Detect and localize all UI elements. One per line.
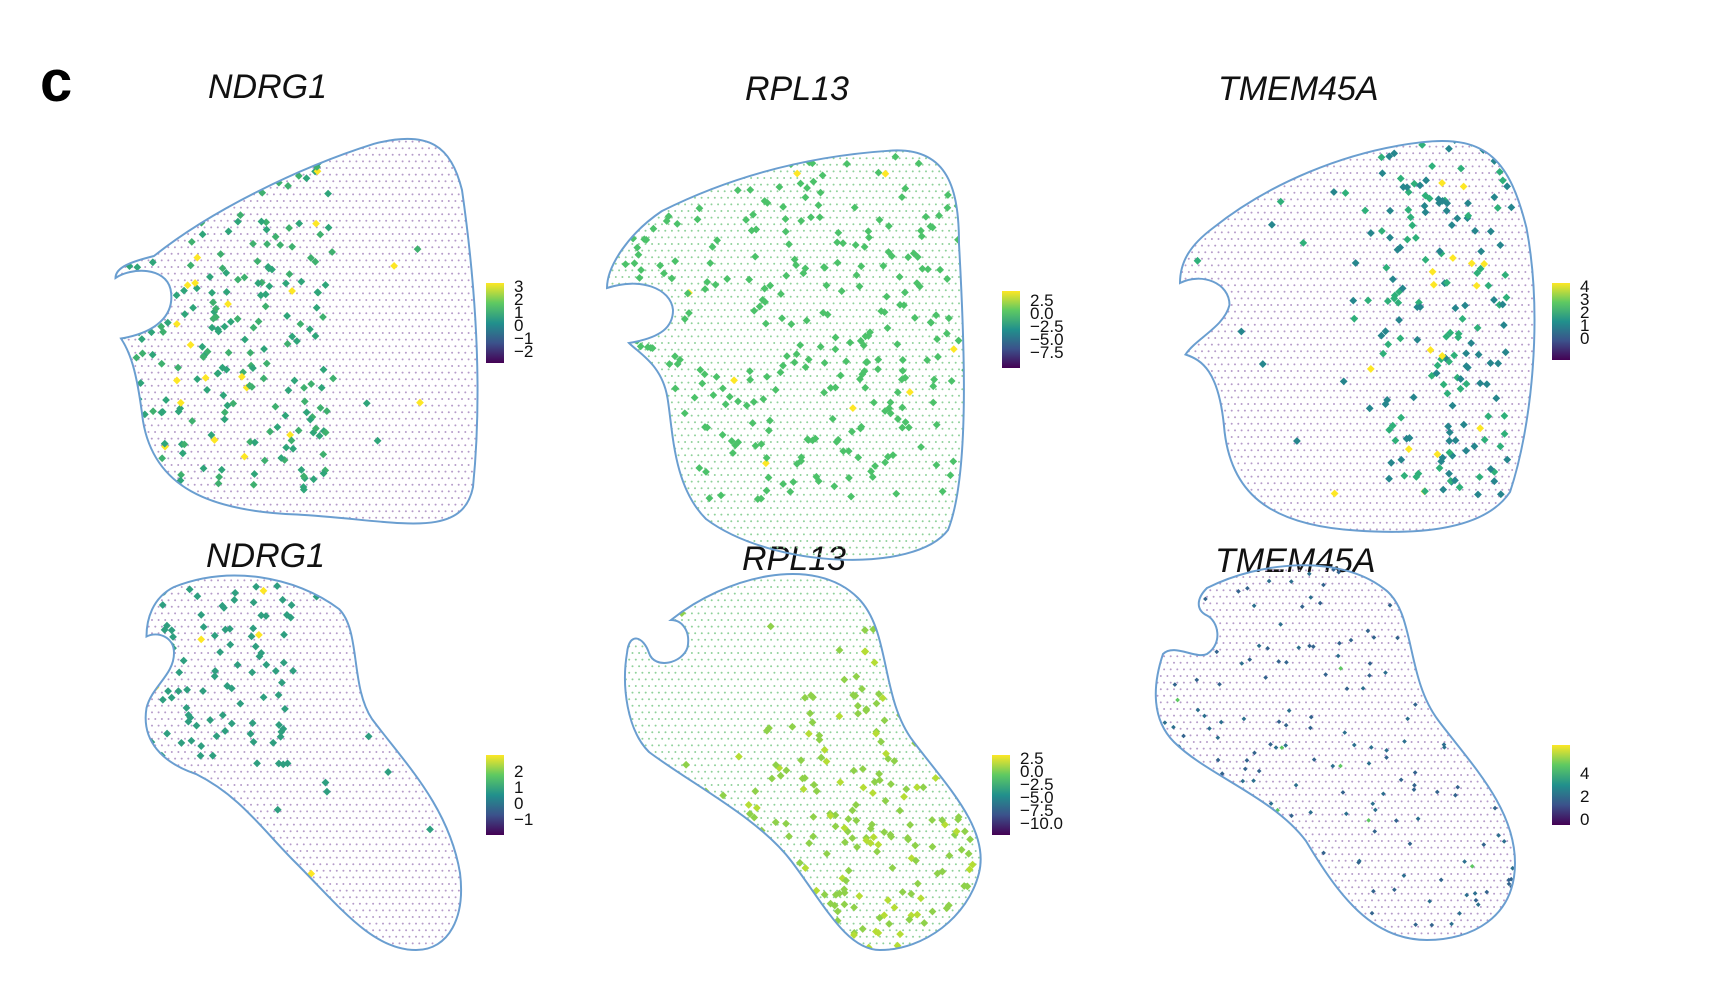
- colorbar-ticks-top-left: 3 2 1 0 −1 −2: [514, 278, 533, 360]
- tick-label: −1: [514, 811, 533, 828]
- colorbar-ticks-top-right: 4 3 2 1 0: [1580, 278, 1589, 347]
- tick-label: −7.5: [1020, 802, 1063, 819]
- title-bot-left: NDRG1: [206, 537, 325, 576]
- tick-label: 0: [514, 317, 533, 334]
- tick-label: 0: [1580, 808, 1589, 831]
- title-top-right: TMEM45A: [1218, 70, 1379, 109]
- title-top-left: NDRG1: [208, 68, 327, 107]
- tissue-plot-top-right: [1179, 140, 1536, 533]
- colorbar-top-left: [486, 283, 504, 363]
- tissue-plot-bot-left: [144, 574, 462, 951]
- tick-label: −2: [514, 343, 533, 360]
- title-top-mid: RPL13: [745, 70, 849, 109]
- tick-label: 4: [1580, 762, 1589, 785]
- tick-label: 2: [1580, 785, 1589, 808]
- tick-label: −2.5: [1020, 776, 1063, 793]
- colorbar-top-mid: [1002, 291, 1020, 368]
- tick-label: 0: [1580, 330, 1589, 347]
- tick-label: 0: [514, 795, 533, 812]
- colorbar-ticks-bot-left: 2 1 0 −1: [514, 763, 533, 828]
- tick-label: −2.5: [1030, 318, 1064, 335]
- tick-label: 2: [514, 291, 533, 308]
- tick-label: −10.0: [1020, 815, 1063, 832]
- tick-label: −5.0: [1020, 789, 1063, 806]
- tick-label: 0.0: [1020, 763, 1063, 780]
- colorbar-top-right: [1552, 283, 1570, 360]
- tick-label: 3: [1580, 291, 1589, 308]
- tick-label: −7.5: [1030, 344, 1064, 361]
- colorbar-ticks-bot-right: 4 2 0: [1580, 762, 1589, 831]
- tick-label: 2.5: [1020, 750, 1063, 767]
- colorbar-ticks-bot-mid: 2.5 0.0 −2.5 −5.0 −7.5 −10.0: [1020, 750, 1063, 832]
- tissue-plot-bot-mid: [624, 573, 982, 951]
- tick-label: 1: [514, 779, 533, 796]
- tick-label: −5.0: [1030, 331, 1064, 348]
- tick-label: 1: [1580, 317, 1589, 334]
- tick-label: 2.5: [1030, 292, 1064, 309]
- tick-label: 0.0: [1030, 305, 1064, 322]
- tick-label: 2: [514, 763, 533, 780]
- colorbar-bot-left: [486, 755, 504, 835]
- tissue-plot-top-mid: [606, 149, 965, 561]
- tick-label: 4: [1580, 278, 1589, 295]
- tick-label: 3: [514, 278, 533, 295]
- tick-label: 1: [514, 304, 533, 321]
- panel-letter: c: [40, 48, 72, 115]
- tick-label: 2: [1580, 304, 1589, 321]
- tick-label: −1: [514, 330, 533, 347]
- colorbar-ticks-top-mid: 2.5 0.0 −2.5 −5.0 −7.5: [1030, 292, 1064, 361]
- tissue-plot-bot-right: [1154, 564, 1516, 941]
- colorbar-bot-mid: [992, 755, 1010, 835]
- colorbar-bot-right: [1552, 745, 1570, 825]
- tissue-plot-top-left: [114, 137, 479, 525]
